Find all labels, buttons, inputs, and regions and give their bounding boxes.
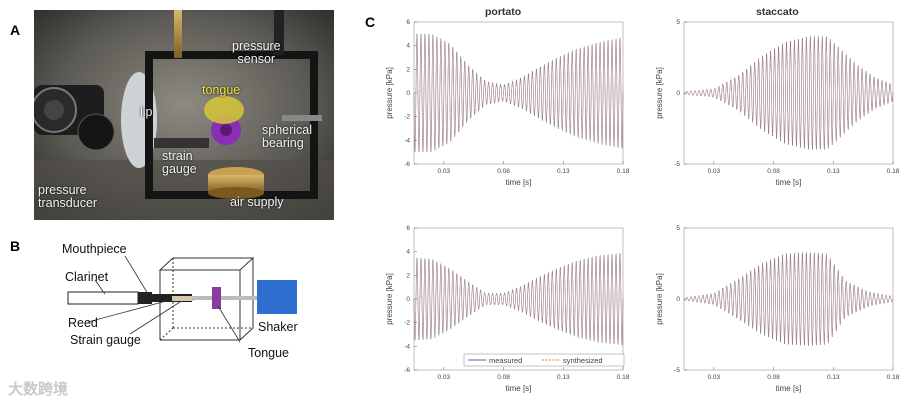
plot-svg: -6 -4 -2 0 2 4 6 0.03 0.08 0.13 0.18 time [s] pressu… — [385, 225, 630, 393]
y-tick-label: -6 — [404, 161, 410, 168]
plot-svg: -6 -4 -2 0 2 4 6 0.03 0.08 0.13 0.18 time [s] pressu… — [385, 19, 630, 187]
x-tick-label: 0.18 — [617, 168, 630, 175]
x-axis-label: time [s] — [776, 384, 802, 393]
y-tick-label: -5 — [674, 161, 680, 168]
x-tick-label: 0.03 — [708, 168, 721, 175]
x-tick-label: 0.08 — [497, 168, 510, 175]
legend-label-measured: measured — [489, 356, 522, 365]
plot-svg: -5 0 5 0.03 0.08 0.13 0.18 time [s] pressure [kP… — [655, 225, 900, 393]
x-axis-label: time [s] — [776, 178, 802, 187]
x-tick-label: 0.13 — [827, 374, 840, 381]
label-strain-gauge-b: Strain gauge — [70, 333, 141, 347]
panel-letter-a: A — [10, 22, 21, 38]
y-tick-label: -4 — [404, 137, 410, 144]
series-synthesized — [683, 253, 894, 345]
x-tick-label: 0.18 — [617, 374, 630, 381]
x-axis-label: time [s] — [506, 384, 532, 393]
plot-frame — [683, 227, 894, 371]
x-tick-label: 0.03 — [708, 374, 721, 381]
setup-schematic: Mouthpiece Clarinet Reed Strain gauge Sh… — [40, 230, 340, 370]
label-spherical-bearing: spherical bearing — [262, 123, 313, 150]
chart-staccato-bottom: -5 0 5 0.03 0.08 0.13 0.18 time [s] pressure [kP… — [650, 220, 905, 400]
label-tongue: tongue — [202, 83, 241, 97]
schematic-drawing — [67, 255, 297, 343]
y-tick-label: 4 — [406, 249, 410, 256]
y-axis-label: pressure [kPa] — [655, 273, 664, 325]
x-tick-label: 0.18 — [887, 374, 900, 381]
x-tick-label: 0.08 — [767, 374, 780, 381]
x-tick-label: 0.08 — [497, 374, 510, 381]
panel-letter-b: B — [10, 238, 21, 254]
title-staccato: staccato — [756, 6, 799, 18]
chart-staccato-top: -5 0 5 0.03 0.08 0.13 0.18 time [s] pressure [kP… — [650, 14, 905, 194]
label-pressure-transducer: pressure transducer — [38, 183, 98, 210]
y-tick-label: 0 — [406, 296, 410, 303]
y-tick-label: 0 — [676, 296, 680, 303]
x-tick-label: 0.08 — [767, 168, 780, 175]
y-tick-label: 4 — [406, 43, 410, 50]
x-tick-label: 0.13 — [827, 168, 840, 175]
x-tick-label: 0.18 — [887, 168, 900, 175]
plot-frame — [413, 227, 624, 371]
plot-frame — [413, 21, 624, 165]
y-axis-label: pressure [kPa] — [655, 67, 664, 119]
y-tick-label: 6 — [406, 225, 410, 232]
y-tick-label: 6 — [406, 19, 410, 26]
series-synthesized — [413, 35, 624, 151]
label-air-supply: air supply — [230, 195, 284, 209]
y-tick-label: 5 — [676, 225, 680, 232]
plot-svg: -5 0 5 0.03 0.08 0.13 0.18 time [s] pressure [kP… — [655, 19, 900, 187]
y-tick-label: 2 — [406, 272, 410, 279]
apparatus-photo: pressure sensor tongue lip spherical bea… — [34, 10, 334, 220]
label-reed: Reed — [68, 316, 98, 330]
label-shaker: Shaker — [258, 320, 298, 334]
label-tongue-b: Tongue — [248, 346, 290, 360]
x-tick-label: 0.13 — [557, 374, 570, 381]
label-strain-gauge: strain gauge — [162, 149, 197, 176]
title-portato: portato — [485, 6, 522, 18]
x-tick-label: 0.13 — [557, 168, 570, 175]
series-measured — [413, 253, 624, 346]
y-axis-label: pressure [kPa] — [385, 273, 394, 325]
y-tick-label: -2 — [404, 320, 410, 327]
y-tick-label: 0 — [676, 90, 680, 97]
series-synthesized — [413, 254, 624, 344]
watermark-logo: 大数跨境 — [8, 381, 69, 398]
x-tick-label: 0.03 — [438, 168, 451, 175]
series-measured — [413, 33, 624, 153]
label-clarinet: Clarinet — [65, 270, 109, 284]
y-tick-label: 2 — [406, 66, 410, 73]
label-lip: lip — [140, 105, 153, 119]
x-tick-label: 0.03 — [438, 374, 451, 381]
series-synthesized — [683, 37, 894, 149]
y-tick-label: 0 — [406, 90, 410, 97]
y-tick-label: -5 — [674, 367, 680, 374]
y-tick-label: -6 — [404, 367, 410, 374]
chart-portato-top: -6 -4 -2 0 2 4 6 0.03 0.08 0.13 0.18 time [s] pressu… — [380, 14, 635, 194]
label-mouthpiece: Mouthpiece — [62, 242, 127, 256]
panel-letter-c: C — [365, 14, 376, 30]
label-pressure-sensor: pressure sensor — [232, 39, 281, 66]
legend-label-synthesized: synthesized — [563, 356, 603, 365]
y-tick-label: -2 — [404, 114, 410, 121]
y-tick-label: 5 — [676, 19, 680, 26]
transducer-shape — [34, 85, 115, 151]
y-tick-label: -4 — [404, 343, 410, 350]
chart-portato-bottom: -6 -4 -2 0 2 4 6 0.03 0.08 0.13 0.18 time [s] pressu… — [380, 220, 635, 400]
y-axis-label: pressure [kPa] — [385, 67, 394, 119]
x-axis-label: time [s] — [506, 178, 532, 187]
